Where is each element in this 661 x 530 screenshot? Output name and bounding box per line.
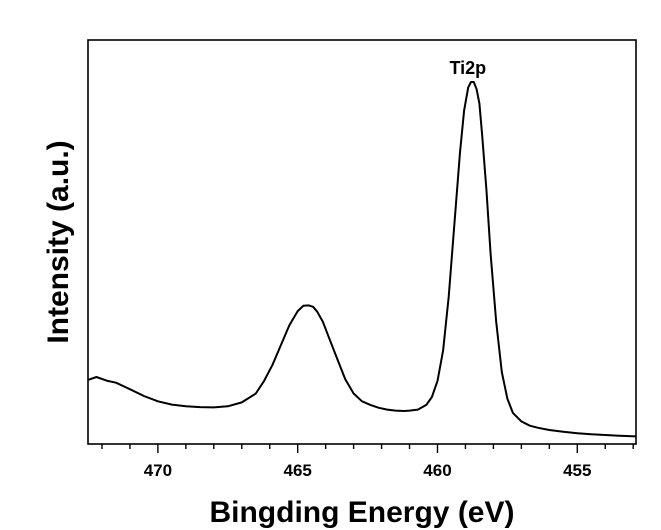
y-axis-title: Intensity (a.u.) <box>42 140 75 343</box>
x-tick-label: 460 <box>423 461 451 480</box>
plot-frame <box>87 39 637 445</box>
x-axis-title: Bingding Energy (eV) <box>209 496 514 529</box>
spectrum-line <box>87 81 637 438</box>
x-tick-label: 455 <box>563 461 591 480</box>
x-tick-label: 465 <box>284 461 312 480</box>
peak-annotation: Ti2p <box>449 58 486 78</box>
x-tick-label: 470 <box>144 461 172 480</box>
x-axis-ticks <box>101 444 634 453</box>
x-axis-tick-labels: 470 465 460 455 <box>144 461 592 480</box>
